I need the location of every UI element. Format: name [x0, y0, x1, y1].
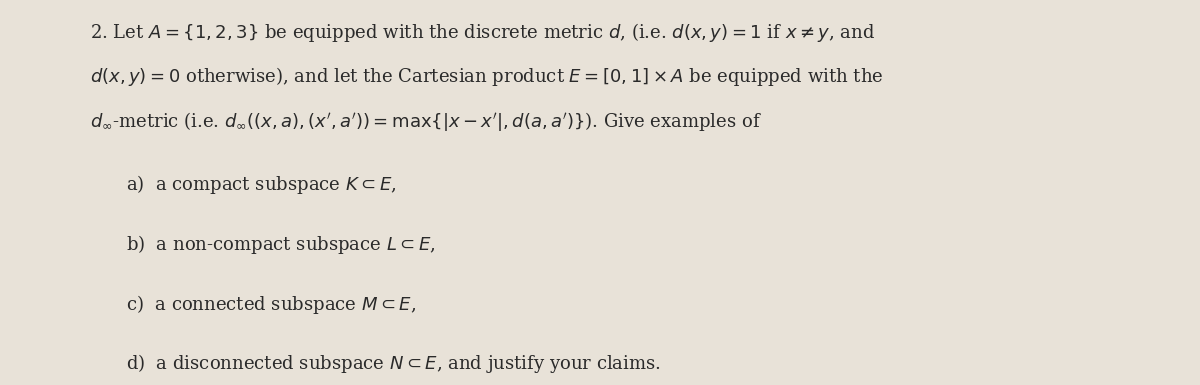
Text: a)  a compact subspace $K \subset E$,: a) a compact subspace $K \subset E$,: [126, 173, 396, 196]
Text: c)  a connected subspace $M \subset E$,: c) a connected subspace $M \subset E$,: [126, 293, 416, 316]
Text: $d_\infty$-metric (i.e. $d_\infty((x,a),(x',a')) = \max\{|x - x'|, d(a,a')\}$). : $d_\infty$-metric (i.e. $d_\infty((x,a),…: [90, 110, 762, 133]
Text: b)  a non-compact subspace $L \subset E$,: b) a non-compact subspace $L \subset E$,: [126, 233, 436, 256]
Text: 2. Let $A = \{1,2,3\}$ be equipped with the discrete metric $d$, (i.e. $d(x,y) =: 2. Let $A = \{1,2,3\}$ be equipped with …: [90, 21, 875, 44]
Text: $d(x,y) = 0$ otherwise), and let the Cartesian product $E = [0,1] \times A$ be e: $d(x,y) = 0$ otherwise), and let the Car…: [90, 65, 883, 89]
Text: d)  a disconnected subspace $N \subset E$, and justify your claims.: d) a disconnected subspace $N \subset E$…: [126, 352, 661, 375]
